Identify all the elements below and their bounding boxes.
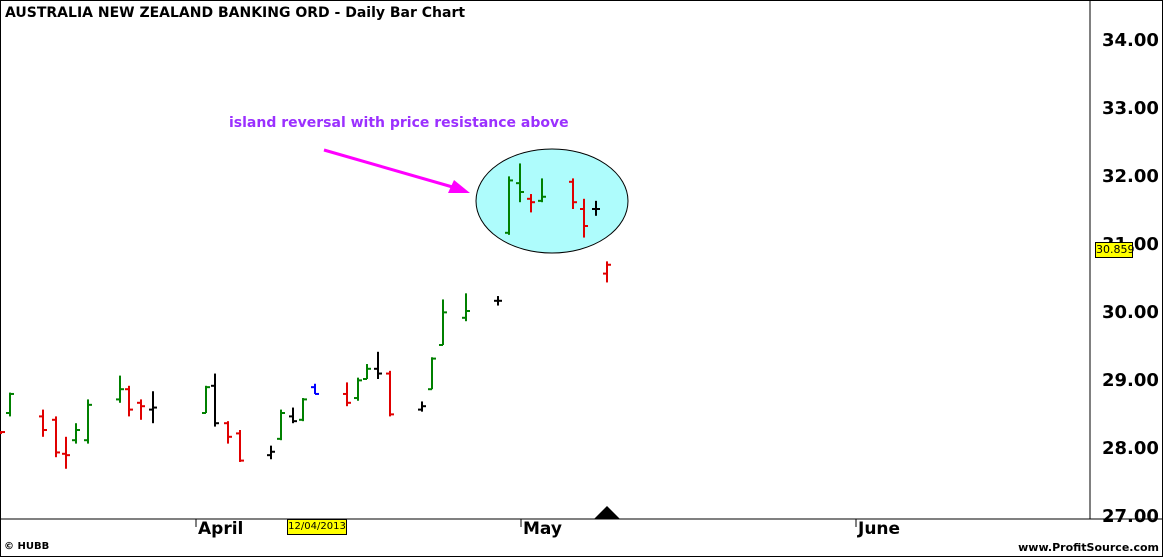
x-tick-label-may: May xyxy=(523,519,562,539)
ohlc-bars xyxy=(0,163,611,469)
y-tick-label: 28.00 xyxy=(1102,438,1159,459)
ohlc-bar xyxy=(277,409,285,441)
chart-type-label: Daily Bar Chart xyxy=(345,5,466,21)
ohlc-bar xyxy=(6,392,14,417)
x-tick-label-june: June xyxy=(858,519,901,539)
ohlc-bar xyxy=(236,430,244,462)
ohlc-bar xyxy=(289,407,297,424)
ohlc-bar xyxy=(149,391,157,424)
y-tick-label: 30.00 xyxy=(1102,302,1159,323)
ohlc-bar xyxy=(0,431,5,435)
ohlc-bar xyxy=(211,373,219,427)
island-highlight-ellipse xyxy=(475,148,629,254)
ohlc-bar xyxy=(580,198,588,238)
ohlc-bar xyxy=(299,398,307,422)
ohlc-bar xyxy=(516,163,524,203)
ohlc-bar xyxy=(39,409,47,437)
security-name: AUSTRALIA NEW ZEALAND BANKING ORD xyxy=(5,5,330,21)
ohlc-bar xyxy=(84,399,92,444)
ohlc-bar xyxy=(363,364,371,380)
ohlc-bar xyxy=(428,357,436,391)
ohlc-bar xyxy=(52,416,60,458)
footer-copyright: © HUBB xyxy=(4,541,50,552)
y-tick-label: 32.00 xyxy=(1102,166,1159,187)
ohlc-bar xyxy=(386,370,394,417)
annotation-arrow xyxy=(323,148,470,193)
ohlc-bar xyxy=(311,383,319,395)
ohlc-bar xyxy=(527,194,535,213)
footer-website: www.ProfitSource.com xyxy=(1018,541,1159,554)
annotation-text: island reversal with price resistance ab… xyxy=(229,115,569,131)
ohlc-bar xyxy=(72,423,80,444)
ohlc-bar xyxy=(494,296,502,306)
ohlc-bar xyxy=(462,293,470,322)
chart-title: AUSTRALIA NEW ZEALAND BANKING ORD - Dail… xyxy=(5,5,465,21)
y-tick-label: 34.00 xyxy=(1102,30,1159,51)
ohlc-bar xyxy=(343,382,351,407)
x-tick-label-april: April xyxy=(198,519,244,539)
ohlc-bar xyxy=(354,377,362,401)
ohlc-bar xyxy=(116,375,124,403)
ohlc-bar xyxy=(538,178,546,203)
ohlc-bar xyxy=(569,178,577,209)
ohlc-bar xyxy=(439,299,447,346)
last-price-badge: 30.859 xyxy=(1095,242,1135,258)
selected-date-badge: 12/04/2013 xyxy=(287,519,347,535)
ohlc-bar xyxy=(125,385,133,417)
y-tick-label: 29.00 xyxy=(1102,370,1159,391)
y-tick-label: 33.00 xyxy=(1102,98,1159,119)
ohlc-bar xyxy=(202,385,210,414)
ohlc-bar xyxy=(374,351,382,379)
y-tick-label: 27.00 xyxy=(1102,506,1159,527)
ohlc-bar xyxy=(603,261,611,283)
current-date-marker xyxy=(594,506,620,519)
title-separator: - xyxy=(329,5,346,21)
ohlc-bar xyxy=(137,399,145,420)
ohlc-bar xyxy=(505,176,513,235)
ohlc-bar xyxy=(62,436,70,469)
ohlc-bar xyxy=(267,445,275,460)
ohlc-bar xyxy=(224,421,232,444)
ohlc-bar xyxy=(418,401,426,412)
ohlc-bar xyxy=(592,200,600,216)
